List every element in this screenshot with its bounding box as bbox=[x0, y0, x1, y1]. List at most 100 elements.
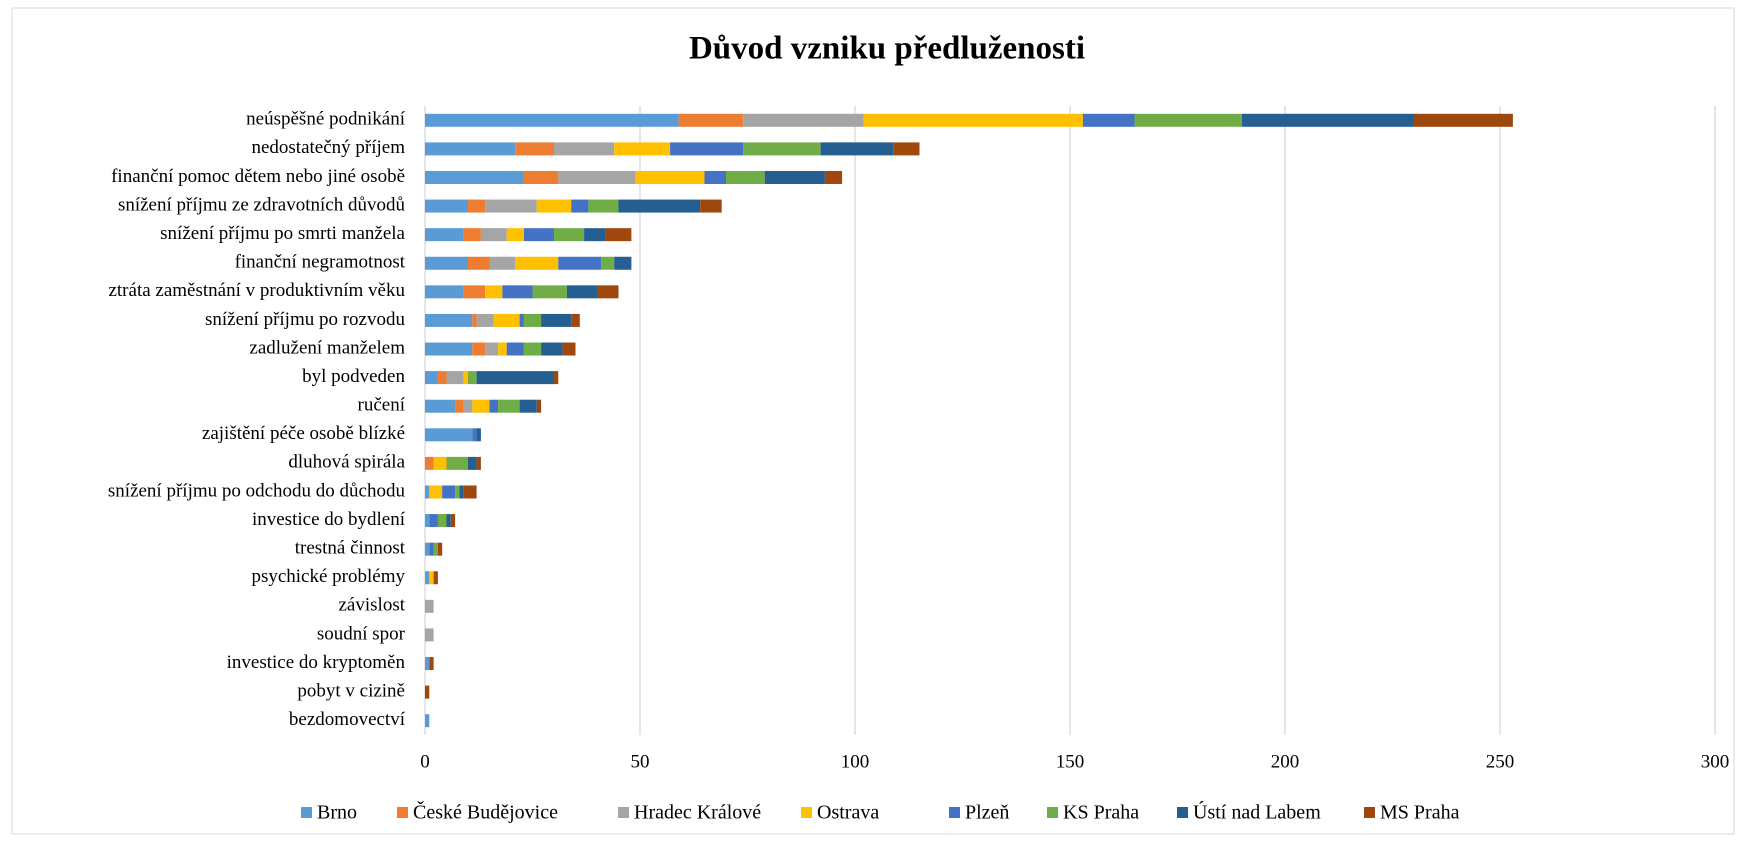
bar-segment bbox=[476, 371, 554, 385]
bar-segment bbox=[554, 142, 615, 156]
bar-segment bbox=[437, 371, 447, 385]
bar-segment bbox=[425, 256, 468, 270]
bar-segment bbox=[446, 514, 451, 528]
bar-segment bbox=[670, 142, 744, 156]
x-tick-label: 200 bbox=[1271, 751, 1300, 772]
y-tick-label: ručení bbox=[358, 395, 406, 416]
y-tick-label: zadlužení manželem bbox=[249, 337, 405, 358]
y-tick-label: závislost bbox=[339, 595, 406, 616]
bar-segment bbox=[463, 371, 468, 385]
bar-segment bbox=[704, 170, 726, 184]
bar-segment bbox=[468, 371, 477, 385]
bar-segment bbox=[425, 113, 679, 127]
bar-segment bbox=[429, 542, 434, 556]
bar-segment bbox=[425, 342, 473, 356]
bar-segment bbox=[597, 285, 619, 299]
bar-segment bbox=[433, 542, 438, 556]
bar-segment bbox=[1082, 113, 1135, 127]
bar-segment bbox=[442, 485, 456, 499]
bar-segment bbox=[523, 228, 554, 242]
bar-segment bbox=[554, 228, 585, 242]
bar-segment bbox=[506, 228, 524, 242]
bar-segment bbox=[498, 342, 507, 356]
bar-segment bbox=[425, 485, 430, 499]
bar-segment bbox=[429, 514, 438, 528]
bar-segment bbox=[618, 199, 701, 213]
y-tick-label: investice do bydlení bbox=[252, 509, 406, 530]
bar-segment bbox=[437, 542, 443, 556]
bar-segment bbox=[566, 285, 597, 299]
bar-segment bbox=[480, 228, 507, 242]
chart-title: Důvod vzniku předluženosti bbox=[689, 31, 1085, 67]
legend-swatch bbox=[949, 807, 960, 818]
bar-segment bbox=[425, 199, 468, 213]
bar-segment bbox=[863, 113, 1083, 127]
bar-segment bbox=[893, 142, 920, 156]
y-tick-label: byl podveden bbox=[302, 366, 405, 387]
bar-segment bbox=[425, 371, 438, 385]
x-tick-label: 300 bbox=[1701, 751, 1730, 772]
legend-swatch bbox=[1047, 807, 1058, 818]
bar-segment bbox=[433, 571, 438, 585]
bar-segment bbox=[425, 170, 524, 184]
legend-swatch bbox=[1177, 807, 1188, 818]
bar-segment bbox=[425, 228, 464, 242]
bar-segment bbox=[635, 170, 705, 184]
y-tick-label: snížení příjmu po smrti manžela bbox=[160, 223, 405, 244]
bar-segment bbox=[425, 714, 430, 728]
bar-segment bbox=[476, 313, 494, 327]
bar-segment bbox=[450, 514, 456, 528]
bar-segment bbox=[433, 456, 447, 470]
bar-segment bbox=[425, 514, 430, 528]
bar-segment bbox=[554, 371, 559, 385]
bar-segment bbox=[519, 399, 537, 413]
bar-segment bbox=[429, 485, 443, 499]
bar-segment bbox=[472, 399, 490, 413]
bar-segment bbox=[562, 342, 576, 356]
bar-segment bbox=[523, 342, 542, 356]
bar-segment bbox=[459, 485, 464, 499]
bar-segment bbox=[605, 228, 632, 242]
bar-segment bbox=[425, 657, 430, 671]
bar-segment bbox=[425, 142, 516, 156]
y-tick-label: pobyt v cizině bbox=[297, 680, 405, 701]
bar-segment bbox=[1134, 113, 1242, 127]
y-tick-label: bezdomovectví bbox=[289, 709, 406, 730]
bar-segment bbox=[743, 113, 864, 127]
bar-segment bbox=[571, 313, 580, 327]
bar-segment bbox=[472, 313, 477, 327]
bar-segment bbox=[558, 170, 636, 184]
y-tick-label: snížení příjmu ze zdravotních důvodů bbox=[118, 194, 406, 215]
x-tick-label: 50 bbox=[631, 751, 650, 772]
bar-segment bbox=[446, 371, 464, 385]
bar-segment bbox=[541, 342, 563, 356]
bar-segment bbox=[743, 142, 821, 156]
bar-segment bbox=[614, 256, 632, 270]
legend-swatch bbox=[397, 807, 408, 818]
bar-segment bbox=[820, 142, 894, 156]
bar-segment bbox=[468, 456, 477, 470]
bar-segment bbox=[468, 199, 486, 213]
x-tick-label: 150 bbox=[1056, 751, 1085, 772]
bar-segment bbox=[446, 456, 468, 470]
legend-label: Ostrava bbox=[817, 802, 879, 824]
bar-segment bbox=[429, 571, 434, 585]
bar-segment bbox=[463, 285, 486, 299]
bar-segment bbox=[541, 313, 572, 327]
y-tick-label: dluhová spirála bbox=[288, 452, 405, 473]
bar-segment bbox=[498, 399, 520, 413]
bar-segment bbox=[472, 428, 477, 442]
y-tick-label: neúspěšné podnikání bbox=[246, 109, 406, 130]
legend-label: Plzeň bbox=[965, 802, 1009, 824]
legend-label: KS Praha bbox=[1063, 802, 1139, 824]
y-tick-label: soudní spor bbox=[317, 623, 406, 644]
y-tick-label: finanční negramotnost bbox=[235, 252, 406, 273]
bar-segment bbox=[429, 657, 434, 671]
bar-segment bbox=[437, 514, 447, 528]
y-tick-label: trestná činnost bbox=[295, 538, 406, 559]
legend-swatch bbox=[1364, 807, 1375, 818]
bar-segment bbox=[523, 170, 559, 184]
y-tick-label: snížení příjmu po rozvodu bbox=[205, 309, 405, 330]
bar-segment bbox=[824, 170, 843, 184]
